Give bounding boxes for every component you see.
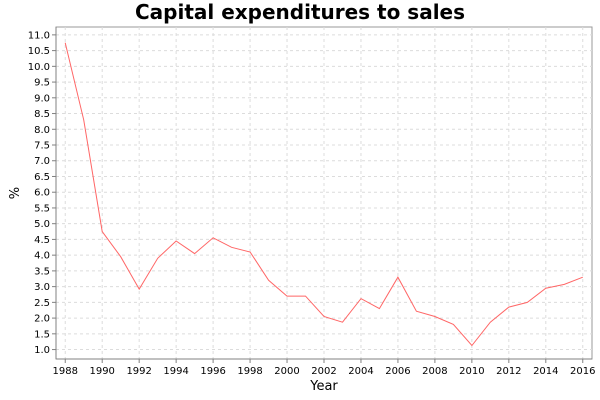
- y-tick-label: 6.0: [34, 188, 50, 199]
- x-tick-label: 1998: [237, 366, 262, 377]
- x-tick-label: 2002: [311, 366, 336, 377]
- x-axis-label: Year: [309, 379, 338, 394]
- grid: [56, 27, 592, 359]
- x-tick-label: 2010: [459, 366, 484, 377]
- x-tick-label: 2008: [422, 366, 447, 377]
- y-tick-label: 10.5: [28, 46, 50, 57]
- x-tick-label: 2004: [348, 366, 373, 377]
- y-tick-label: 5.0: [34, 219, 50, 230]
- x-tick-label: 2006: [385, 366, 410, 377]
- y-tick-label: 4.0: [34, 251, 50, 262]
- y-tick-label: 11.0: [28, 30, 50, 41]
- y-tick-label: 6.5: [34, 172, 50, 183]
- y-tick-label: 8.0: [34, 125, 50, 136]
- y-tick-label: 9.0: [34, 93, 50, 104]
- x-tick-label: 1992: [126, 366, 151, 377]
- y-tick-label: 9.5: [34, 78, 50, 89]
- y-axis-label: %: [8, 187, 23, 199]
- series-layer: [64, 42, 583, 347]
- x-tick-label: 1988: [53, 366, 78, 377]
- y-tick-label: 2.0: [34, 314, 50, 325]
- x-tick-label: 1996: [200, 366, 225, 377]
- axes: 1.0 1.5 2.0 2.5 3.0 3.5 4.0 4.5 5.0 5.5 6.0 6.5 7.0 7…: [28, 27, 595, 377]
- y-tick-label: 3.5: [34, 266, 50, 277]
- x-tick-label: 2014: [533, 366, 558, 377]
- series-line: [64, 42, 583, 347]
- y-tick-label: 10.0: [28, 62, 50, 73]
- y-tick-label: 5.5: [34, 203, 50, 214]
- y-tick-label: 1.5: [34, 329, 50, 340]
- x-tick-label: 1990: [89, 366, 114, 377]
- y-tick-label: 3.0: [34, 282, 50, 293]
- x-tick-label: 1994: [163, 366, 188, 377]
- y-tick-label: 1.0: [34, 345, 50, 356]
- y-tick-label: 7.0: [34, 156, 50, 167]
- y-tick-label: 4.5: [34, 235, 50, 246]
- y-tick-label: 8.5: [34, 109, 50, 120]
- x-tick-label: 2016: [570, 366, 595, 377]
- x-tick-label: 2012: [496, 366, 521, 377]
- x-tick-label: 2000: [274, 366, 299, 377]
- y-tick-label: 7.5: [34, 141, 50, 152]
- chart-title: Capital expenditures to sales: [135, 0, 465, 24]
- y-tick-label: 2.5: [34, 298, 50, 309]
